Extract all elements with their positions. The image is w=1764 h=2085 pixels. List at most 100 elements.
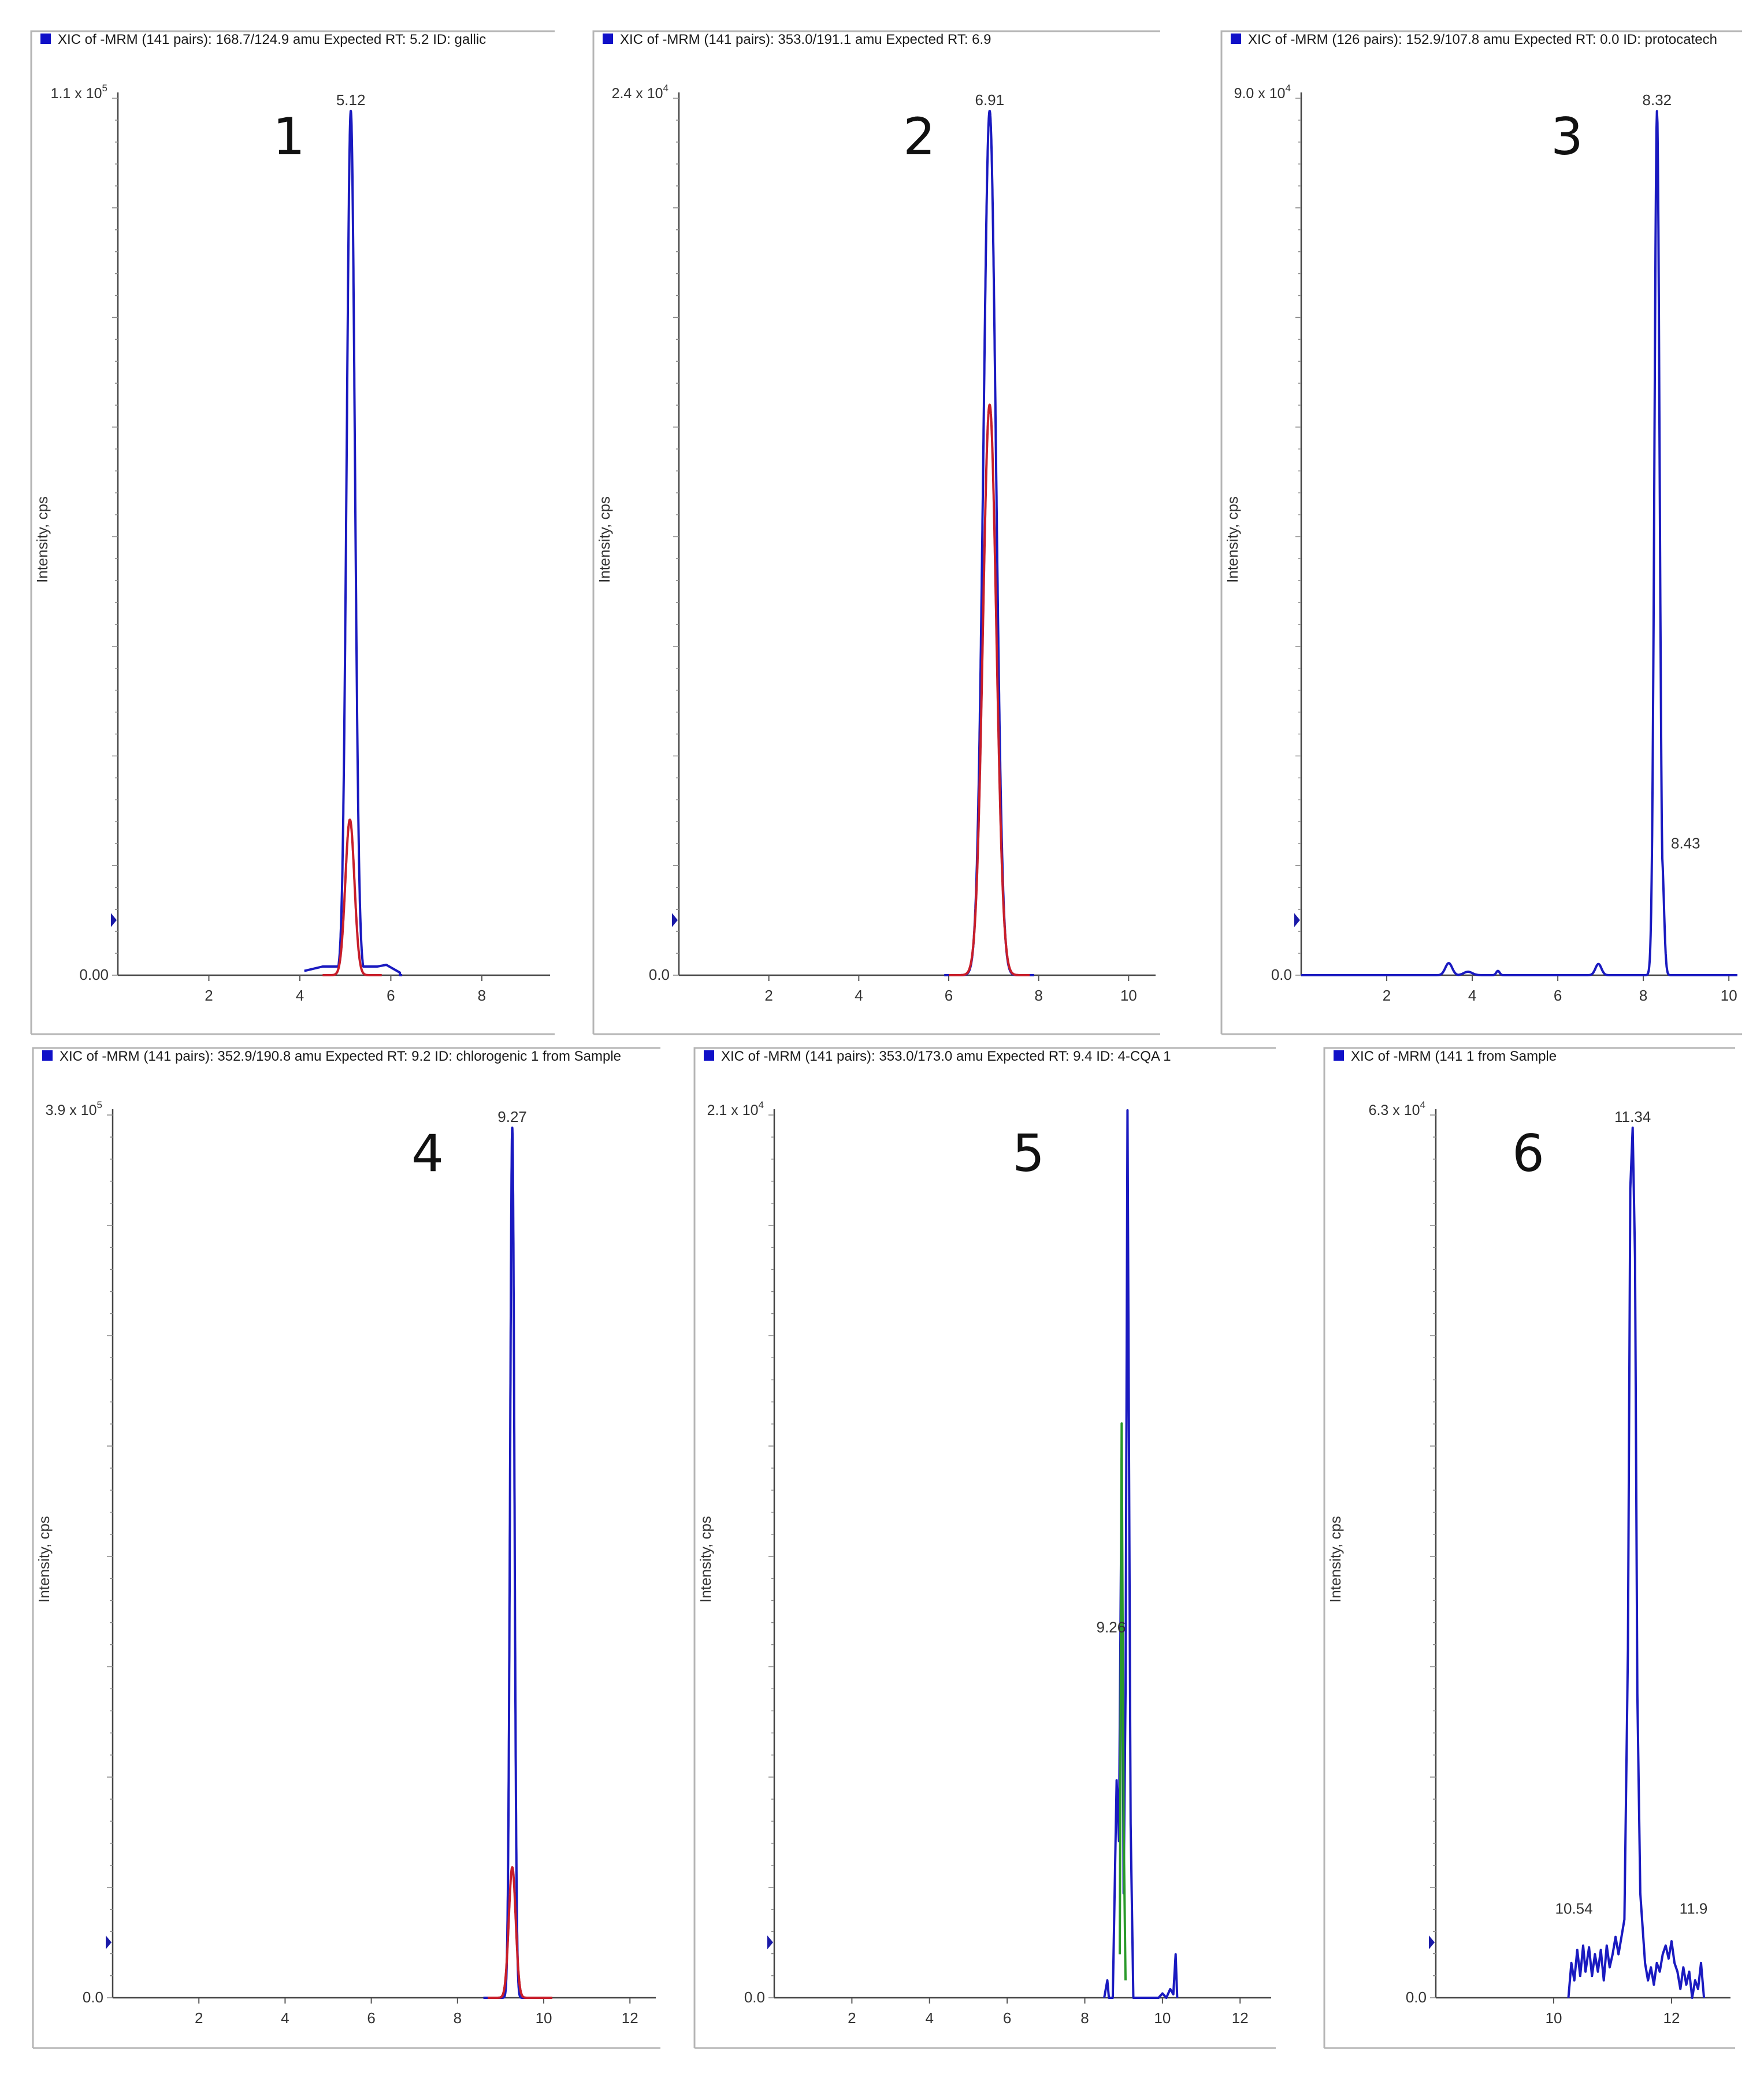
series-line-2	[487, 1866, 554, 1999]
x-tick-label: 12	[622, 2009, 638, 2027]
legend-square-icon	[1334, 1050, 1344, 1061]
panel-number: 6	[1512, 1124, 1544, 1183]
x-tick-label: 8	[478, 987, 486, 1004]
y-max-mantissa: 1.1 x 10	[51, 86, 102, 102]
peak-label: 6.91	[975, 91, 1005, 109]
y-max-mantissa: 2.4 x 10	[612, 86, 663, 102]
y-max-label: 2.1 x 104	[707, 1099, 764, 1118]
y-max-exponent: 4	[759, 1099, 764, 1110]
panel-frame	[693, 1047, 1276, 2048]
peak-label: 8.43	[1671, 835, 1700, 852]
peak-label: 10.54	[1555, 1900, 1593, 1917]
chart-title: XIC of -MRM (141 pairs): 353.0/173.0 amu…	[721, 1049, 1171, 1064]
threshold-marker-icon	[1294, 913, 1300, 927]
x-tick-label: 12	[1232, 2009, 1249, 2027]
x-tick-label: 6	[1554, 987, 1562, 1004]
series-line-1	[1103, 1109, 1179, 1999]
y-axis-label: Intensity, cps	[596, 496, 613, 583]
x-tick-label: 8	[1639, 987, 1647, 1004]
y-axis-label: Intensity, cps	[1327, 1516, 1344, 1603]
chromatogram-panel-3: XIC of -MRM (126 pairs): 152.9/107.8 amu…	[1220, 30, 1743, 1035]
y-max-label: 1.1 x 105	[51, 83, 107, 102]
series-line-2	[1119, 1422, 1127, 1980]
y-max-label: 9.0 x 104	[1234, 83, 1291, 102]
x-tick-label: 10	[536, 2009, 552, 2027]
x-tick-label: 10	[1721, 987, 1737, 1004]
peak-label: 9.27	[497, 1108, 527, 1125]
x-tick-label: 2	[195, 2009, 203, 2027]
panel-frame	[592, 30, 1160, 1034]
peak-label: 8.32	[1643, 91, 1672, 109]
y-max-mantissa: 6.3 x 10	[1369, 1102, 1420, 1118]
series-line-1	[303, 110, 403, 976]
x-tick-label: 8	[454, 2009, 462, 2027]
series-line-1	[482, 1127, 549, 1999]
y-zero-label: 0.0	[744, 1989, 765, 2006]
x-tick-label: 10	[1546, 2009, 1562, 2027]
x-tick-label: 6	[1003, 2009, 1011, 2027]
series-line-1	[1567, 1127, 1706, 1999]
threshold-marker-icon	[111, 913, 117, 927]
chromatogram-panel-6: XIC of -MRM (141 1 from Sample 6.3 x 104 0…	[1323, 1047, 1736, 2049]
peak-label: 11.34	[1614, 1108, 1651, 1125]
x-tick-label: 2	[764, 987, 773, 1004]
y-zero-label: 0.0	[1406, 1989, 1427, 2006]
y-zero-label: 0.0	[83, 1989, 103, 2006]
y-max-label: 2.4 x 104	[612, 83, 669, 102]
chart-svg-5: XIC of -MRM (141 pairs): 353.0/173.0 amu…	[693, 1047, 1276, 2049]
series-line-1	[943, 110, 1035, 976]
chart-svg-3: XIC of -MRM (126 pairs): 152.9/107.8 amu…	[1220, 30, 1742, 1035]
peak-label: 9.26	[1097, 1618, 1126, 1636]
legend-square-icon	[42, 1050, 53, 1061]
threshold-marker-icon	[106, 1935, 112, 1950]
panel-number: 2	[903, 107, 935, 166]
panel-frame	[1220, 30, 1742, 1034]
y-max-mantissa: 3.9 x 10	[46, 1102, 97, 1118]
y-axis-label: Intensity, cps	[34, 496, 51, 583]
x-tick-label: 2	[848, 2009, 856, 2027]
y-max-exponent: 4	[663, 83, 669, 94]
x-tick-label: 8	[1080, 2009, 1089, 2027]
panel-number: 5	[1012, 1124, 1045, 1183]
peak-label: 5.12	[336, 91, 366, 109]
panel-frame	[32, 1047, 660, 2048]
y-zero-label: 0.00	[79, 966, 109, 983]
series-line-2	[321, 818, 383, 976]
x-tick-label: 6	[387, 987, 395, 1004]
y-max-mantissa: 2.1 x 10	[707, 1102, 759, 1118]
series-line-1	[1300, 110, 1739, 976]
y-zero-label: 0.0	[1271, 966, 1292, 983]
x-tick-label: 4	[926, 2009, 934, 2027]
chart-svg-1: XIC of -MRM (141 pairs): 168.7/124.9 amu…	[30, 30, 555, 1035]
y-max-mantissa: 9.0 x 10	[1234, 86, 1286, 102]
chromatogram-panel-2: XIC of -MRM (141 pairs): 353.0/191.1 amu…	[592, 30, 1161, 1035]
x-tick-label: 4	[855, 987, 863, 1004]
y-zero-label: 0.0	[649, 966, 670, 983]
x-tick-label: 6	[367, 2009, 375, 2027]
x-tick-label: 4	[281, 2009, 289, 2027]
panel-number: 1	[273, 107, 305, 166]
chart-svg-6: XIC of -MRM (141 1 from Sample 6.3 x 104 0…	[1323, 1047, 1735, 2049]
legend-square-icon	[40, 34, 51, 44]
chart-title: XIC of -MRM (141 1 from Sample	[1351, 1049, 1557, 1064]
chart-title: XIC of -MRM (141 pairs): 353.0/191.1 amu…	[620, 32, 991, 47]
legend-square-icon	[704, 1050, 714, 1061]
panel-frame	[1323, 1047, 1735, 2048]
chart-title: XIC of -MRM (126 pairs): 152.9/107.8 amu…	[1248, 32, 1717, 47]
x-tick-label: 12	[1663, 2009, 1680, 2027]
y-max-exponent: 4	[1420, 1099, 1425, 1110]
chromatogram-panel-4: XIC of -MRM (141 pairs): 352.9/190.8 amu…	[32, 1047, 662, 2049]
panel-number: 4	[411, 1124, 444, 1183]
chart-svg-2: XIC of -MRM (141 pairs): 353.0/191.1 amu…	[592, 30, 1160, 1035]
peak-label: 11.9	[1680, 1900, 1708, 1917]
chromatogram-panel-1: XIC of -MRM (141 pairs): 168.7/124.9 amu…	[30, 30, 556, 1035]
y-max-exponent: 5	[97, 1099, 102, 1110]
chart-svg-4: XIC of -MRM (141 pairs): 352.9/190.8 amu…	[32, 1047, 660, 2049]
x-tick-label: 8	[1034, 987, 1042, 1004]
series-line-2	[948, 403, 1031, 976]
y-axis-label: Intensity, cps	[697, 1516, 714, 1603]
y-max-exponent: 5	[102, 83, 107, 94]
legend-square-icon	[1231, 34, 1241, 44]
threshold-marker-icon	[1429, 1935, 1435, 1950]
threshold-marker-icon	[767, 1935, 773, 1950]
